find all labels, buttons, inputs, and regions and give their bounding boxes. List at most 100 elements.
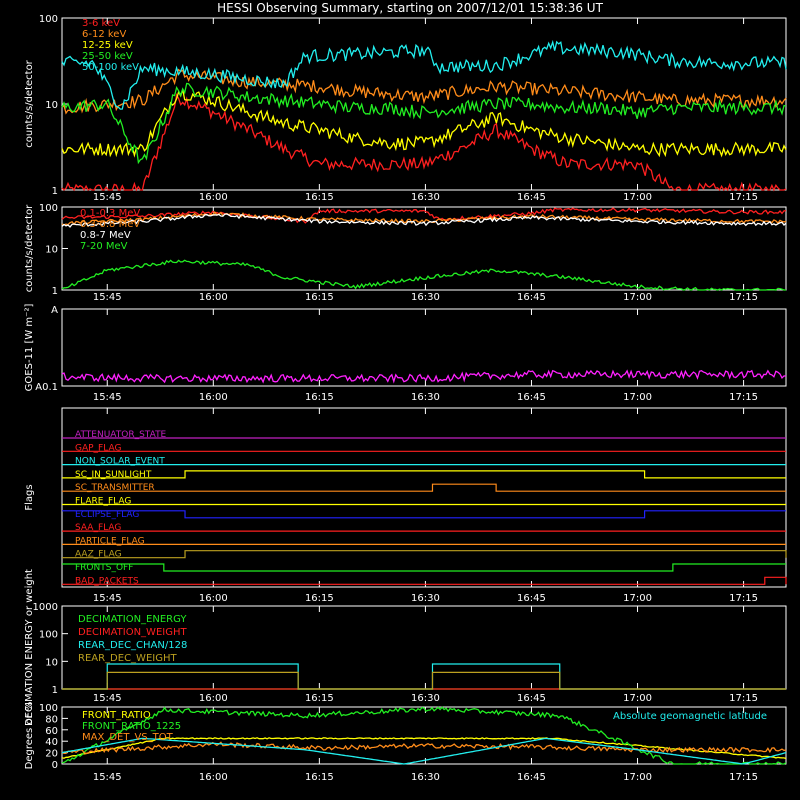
flag-label: ECLIPSE_FLAG: [75, 510, 139, 520]
y-tick-label: 100: [39, 630, 58, 641]
y-tick-label: 20: [45, 749, 58, 760]
y-axis-label: Flags: [24, 484, 35, 510]
y-tick-label: 1: [52, 186, 58, 197]
flag-trace: [62, 576, 787, 585]
y-tick-label: 80: [45, 714, 58, 725]
series-line: [62, 671, 786, 690]
flag-label: NON_SOLAR_EVENT: [75, 457, 165, 467]
legend-entry: DECIMATION_WEIGHT: [78, 627, 187, 638]
y-tick-label: 10: [45, 245, 58, 256]
series-line: [61, 369, 787, 384]
y-tick-label: 10: [45, 657, 58, 668]
series-line: [61, 207, 787, 224]
legend-entry: 6-12 keV: [82, 29, 126, 40]
x-tick-label: 15:45: [93, 392, 122, 403]
panel-frame: [61, 308, 787, 387]
x-tick-label: 16:15: [305, 593, 334, 604]
panel-6: 15:45 16:00 16:15 16:30 16:45 17:00 17:15 02040…: [24, 702, 787, 783]
x-tick-label: 17:15: [729, 392, 758, 403]
x-tick-label: 17:00: [623, 192, 652, 203]
x-tick-label: 16:45: [517, 772, 546, 783]
flag-trace: [62, 483, 786, 492]
legend-entry: 25-50 keV: [82, 51, 133, 62]
x-tick-label: 16:00: [199, 292, 228, 303]
y-tick-label: 60: [45, 726, 58, 737]
legend-entry: 50-100 keV: [82, 62, 139, 73]
legend-entry: MAX_DET_VS_TOT: [82, 732, 174, 743]
panel-frame: [61, 706, 787, 765]
legend-entry: 0.8-7 MeV: [80, 230, 131, 241]
x-tick-label: 16:30: [411, 693, 440, 704]
x-tick-label: 17:15: [729, 292, 758, 303]
panel-frame: [61, 407, 787, 588]
flag-label: FRONTS_OFF: [75, 563, 133, 573]
flag-trace: [62, 510, 786, 519]
panel-4: 15:45 16:00 16:15 16:30 16:45 17:00 17:15 Flags…: [24, 407, 787, 604]
x-tick-label: 16:00: [199, 192, 228, 203]
series-line: [61, 737, 787, 765]
y-tick-label: 100: [39, 703, 58, 714]
legend-entry: FRONT_RATIO: [82, 710, 151, 721]
flag-label: PARTICLE_FLAG: [75, 536, 145, 546]
x-tick-label: 16:30: [411, 292, 440, 303]
x-tick-label: 15:45: [93, 192, 122, 203]
x-tick-label: 16:15: [305, 392, 334, 403]
flag-trace: [62, 470, 786, 479]
y-tick-label: 1: [52, 685, 58, 696]
series-line: [61, 92, 787, 192]
x-tick-label: 17:00: [623, 593, 652, 604]
x-tick-label: 16:45: [517, 292, 546, 303]
series-line: [61, 39, 787, 110]
x-tick-label: 16:30: [411, 593, 440, 604]
x-tick-label: 16:15: [305, 192, 334, 203]
x-tick-label: 15:45: [93, 772, 122, 783]
y-tick-label: A: [51, 305, 58, 316]
flag-label: SC_IN_SUNLIGHT: [75, 470, 152, 480]
flag-label: ATTENUATOR_STATE: [75, 430, 167, 440]
legend-entry: 0.1-0.3 MeV: [80, 208, 140, 219]
flag-label: FLARE_FLAG: [75, 497, 131, 507]
legend-entry: DECIMATION_ENERGY: [78, 614, 187, 625]
x-tick-label: 17:15: [729, 593, 758, 604]
y-tick-label: 0: [52, 760, 58, 771]
y-axis-label: DECIMATION ENERGY or weight: [24, 569, 35, 726]
x-tick-label: 17:00: [623, 292, 652, 303]
x-tick-label: 16:00: [199, 693, 228, 704]
legend-entry: 0.3-0.8 MeV: [80, 219, 140, 230]
legend-entry: 12-25 keV: [82, 40, 133, 51]
x-tick-label: 16:45: [517, 392, 546, 403]
x-tick-label: 16:00: [199, 593, 228, 604]
x-tick-label: 17:00: [623, 693, 652, 704]
x-tick-label: 17:15: [729, 772, 758, 783]
y-tick-label: 40: [45, 737, 58, 748]
y-tick-label: 10: [45, 100, 58, 111]
flag-label: BAD_PACKETS: [75, 576, 139, 586]
x-tick-label: 15:45: [93, 292, 122, 303]
legend-entry: REAR_DEC_CHAN/128: [78, 640, 187, 651]
series-line: [61, 741, 787, 755]
flag-label: GAP_FLAG: [75, 443, 121, 453]
series-line: [61, 68, 787, 115]
panel-3: 15:45 16:00 16:15 16:30 16:45 17:00 17:15 A0.1 A…: [24, 304, 787, 403]
flag-label: SAA_FLAG: [75, 523, 121, 533]
legend-entry: 7-20 MeV: [80, 241, 128, 252]
y-tick-label: 100: [39, 203, 58, 214]
flag-trace: [62, 563, 786, 572]
x-tick-label: 15:45: [93, 593, 122, 604]
x-tick-label: 16:15: [305, 693, 334, 704]
series-line: [62, 663, 786, 690]
legend-entry: 3-6 keV: [82, 18, 120, 29]
x-tick-label: 17:15: [729, 192, 758, 203]
y-axis-label: GOES-11 [W m⁻²]: [24, 304, 35, 392]
y-axis-label: counts/s/detector: [24, 204, 35, 292]
y-tick-label: 1: [52, 286, 58, 297]
y-axis-label: counts/s/detector: [24, 59, 35, 147]
x-tick-label: 16:45: [517, 693, 546, 704]
flag-label: SC_TRANSMITTER: [75, 483, 155, 493]
flag-label: AAZ_FLAG: [75, 550, 122, 560]
x-tick-label: 16:15: [305, 772, 334, 783]
x-tick-label: 16:45: [517, 192, 546, 203]
y-tick-label: A0.1: [35, 382, 58, 393]
x-tick-label: 15:45: [93, 693, 122, 704]
